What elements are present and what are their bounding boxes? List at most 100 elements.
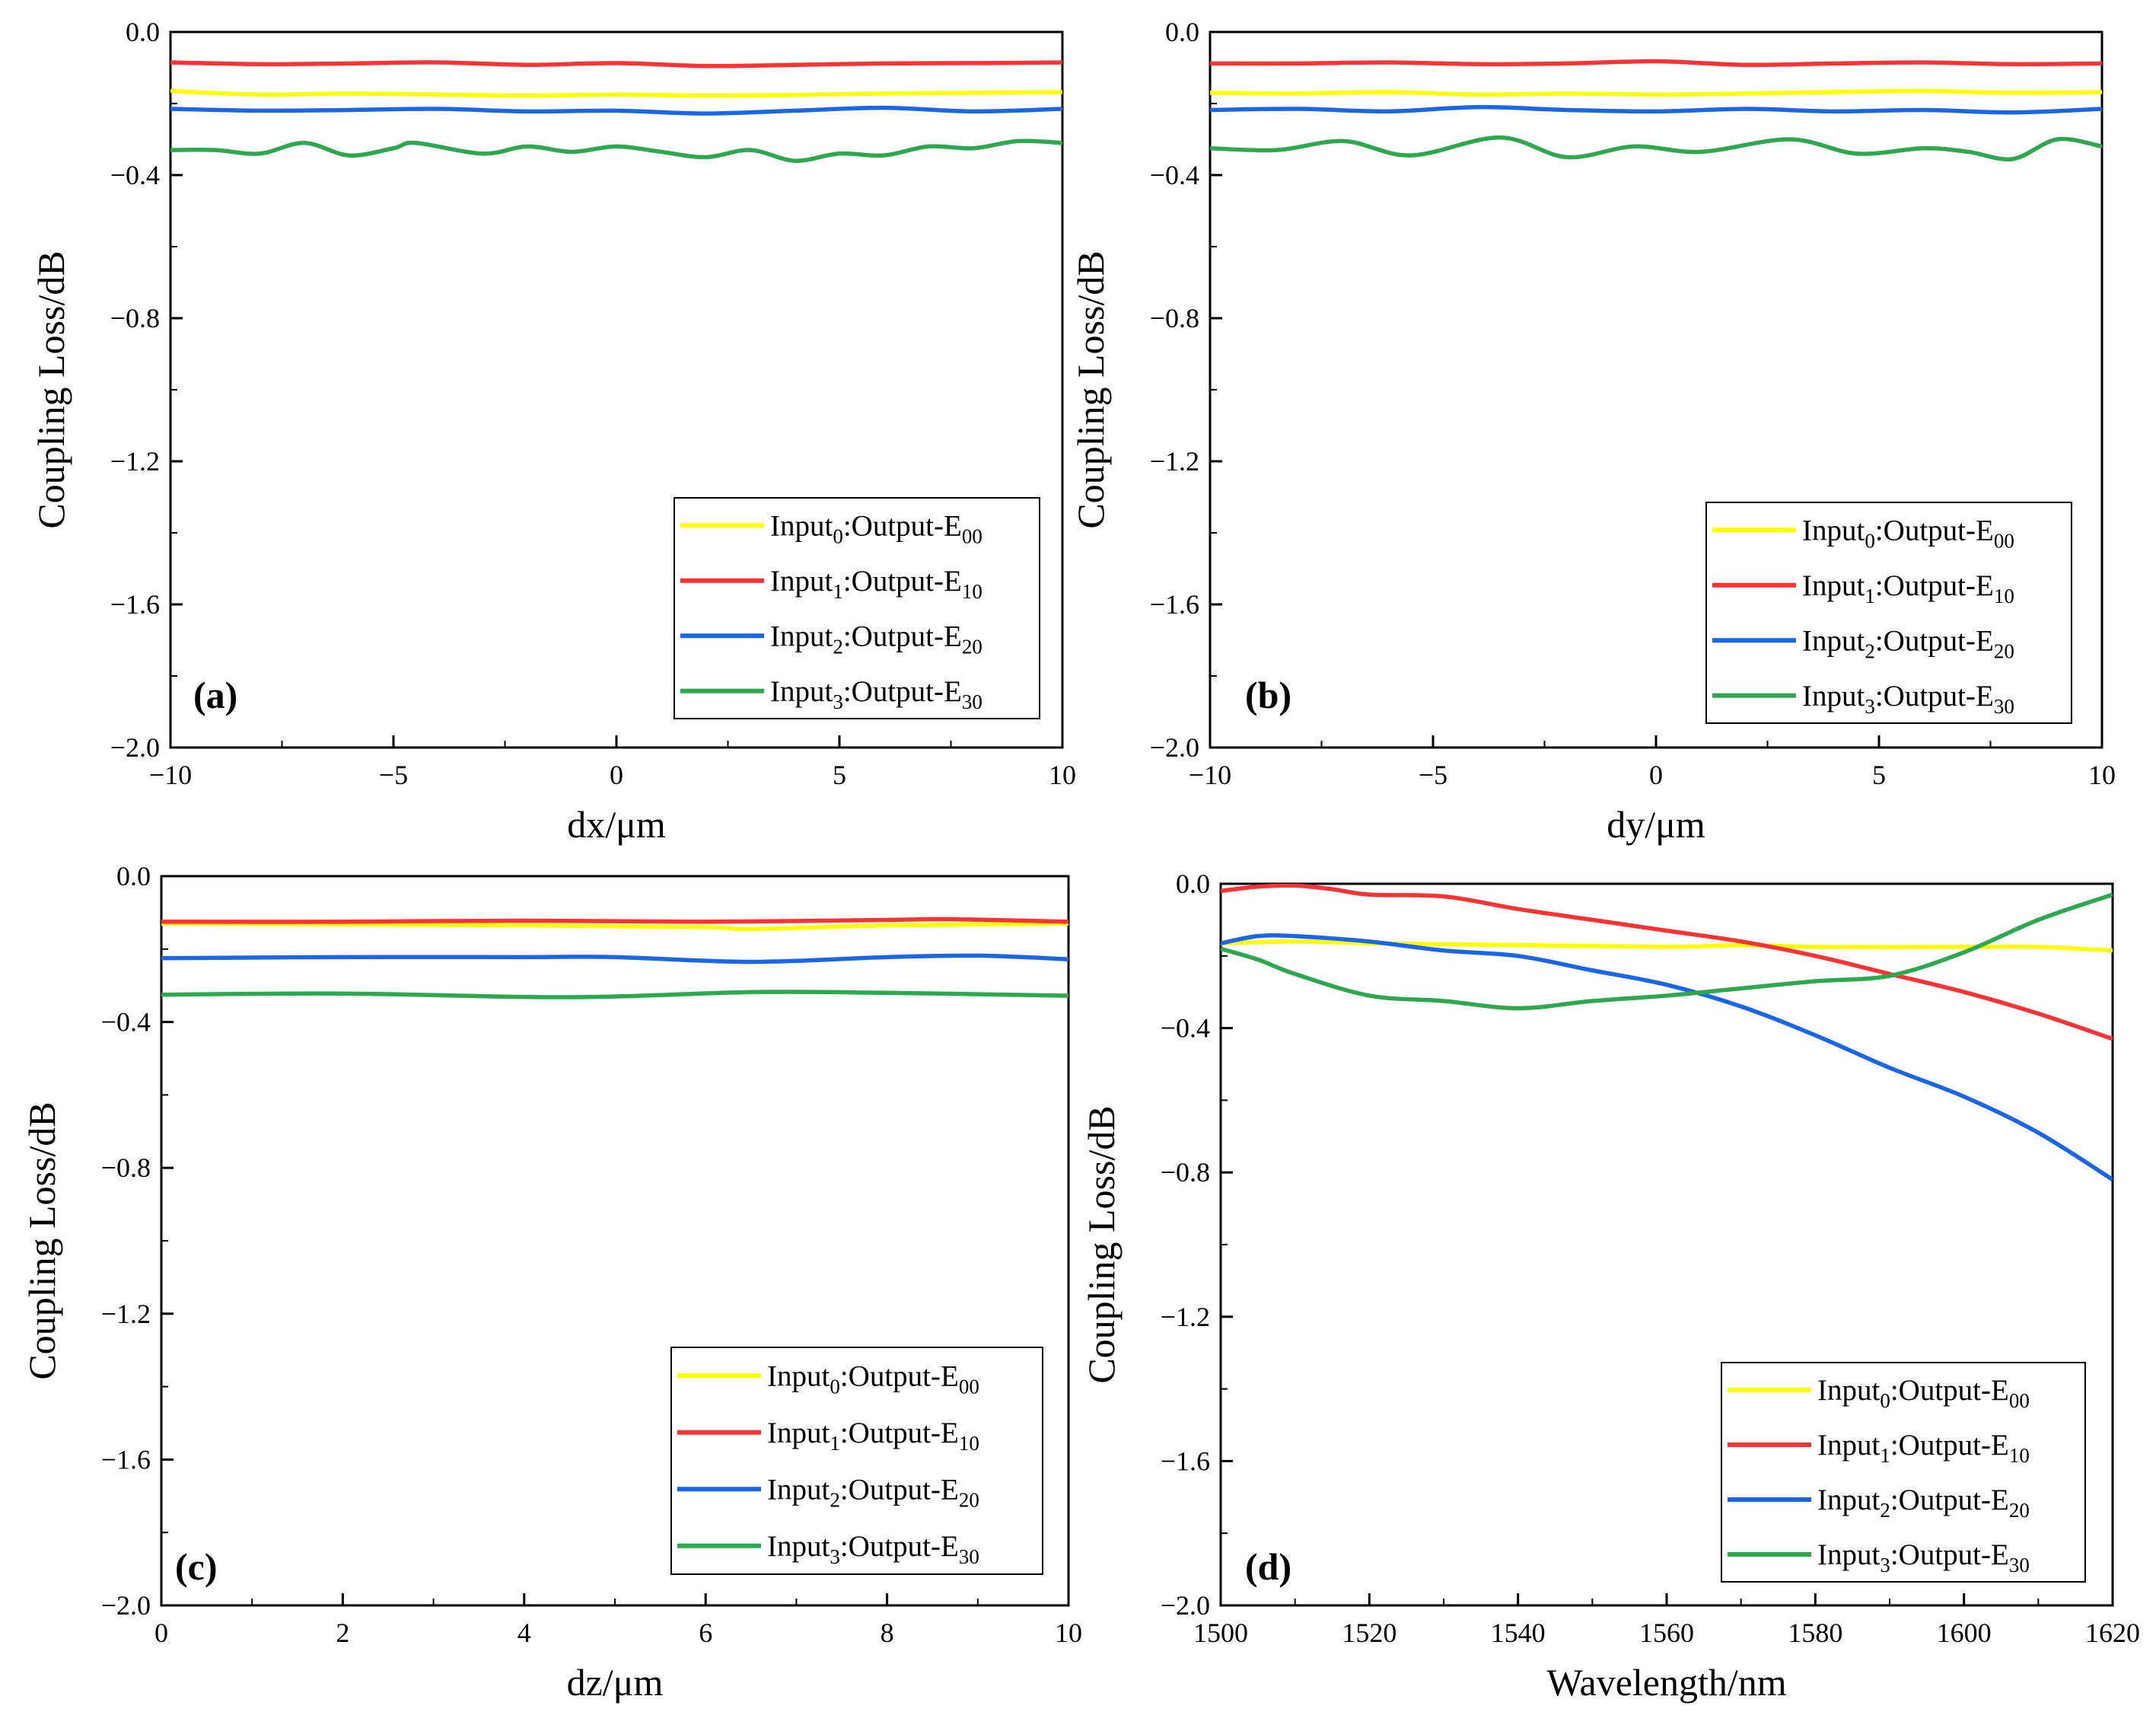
series-group	[1221, 884, 2113, 1182]
x-tick-label: 1500	[1193, 1618, 1248, 1648]
y-tick-label: 0.0	[1176, 869, 1210, 899]
series-line-2	[170, 105, 1062, 116]
y-tick-label: −2.0	[1161, 1590, 1210, 1621]
series-line-3	[1221, 892, 2113, 1011]
legend-box	[674, 497, 1040, 719]
y-tick-label: −2.0	[1150, 732, 1199, 763]
series-line-1	[1221, 884, 2113, 1041]
y-tick-label: −1.6	[110, 589, 160, 620]
y-tick-label: −0.4	[110, 160, 160, 190]
y-tick-label: −0.8	[1161, 1157, 1210, 1187]
x-tick-label: 1560	[1639, 1618, 1694, 1648]
series-line-1	[170, 60, 1062, 69]
x-tick-label: 5	[1872, 760, 1886, 790]
legend-entry: Input3:Output-E30	[767, 1530, 979, 1568]
x-tick-label: −10	[1189, 760, 1231, 790]
legend-entry: Input0:Output-E00	[1817, 1374, 2030, 1412]
panel-label: (a)	[193, 674, 237, 716]
x-tick-label: 10	[1049, 760, 1076, 790]
legend-entry: Input2:Output-E20	[1817, 1484, 2030, 1522]
x-tick-label: 1540	[1491, 1618, 1546, 1648]
legend-entry: Input1:Output-E10	[767, 1417, 979, 1455]
panel-c: 0 2 4 6 8 10 0.0 −0.4 −0.8 −1.2 −1.6 −2.0 dz/μm Coupl…	[21, 861, 1082, 1704]
series-line-2	[1221, 932, 2113, 1182]
legend-box	[1705, 502, 2072, 724]
series-line-1	[1210, 59, 2102, 68]
legend: Input0:Output-E00 Input1:Output-E10 Input2…	[670, 1347, 1043, 1575]
legend-entry: Input2:Output-E20	[770, 620, 982, 658]
legend-entry: Input1:Output-E10	[770, 565, 982, 603]
series-line-2	[1210, 104, 2102, 115]
x-axis-label: dy/μm	[1607, 803, 1705, 846]
y-tick-label: −1.2	[110, 446, 160, 477]
x-tick-label: 0	[1649, 760, 1663, 790]
y-axis-label: Coupling Loss/dB	[30, 250, 72, 528]
legend-entry: Input0:Output-E00	[770, 509, 982, 547]
y-axis-label: Coupling Loss/dB	[21, 1101, 63, 1379]
panel-b: −10 −5 0 5 10 0.0 −0.4 −0.8 −1.2 −1.6 −2.0 dy/μm Cou…	[1069, 17, 2116, 846]
y-tick-label: −0.8	[110, 303, 160, 333]
panel-d: 1500 1520 1540 1560 1580 1600 1620 0.0 −0.4 −0.8 −…	[1080, 869, 2140, 1704]
panel-a: −10 −5 0 5 10 0.0 −0.4 −0.8 −1.2 −1.6 −2.0 dx/μm Cou…	[30, 17, 1076, 846]
series-line-3	[170, 139, 1062, 163]
series-line-3	[1210, 135, 2102, 162]
legend-entry: Input0:Output-E00	[1802, 514, 2014, 552]
series-group	[170, 60, 1062, 163]
series-line-0	[1210, 88, 2102, 97]
y-tick-label: −1.6	[101, 1444, 151, 1474]
x-tick-label: −10	[149, 760, 192, 790]
x-axis-label: dz/μm	[567, 1661, 664, 1704]
legend-box	[670, 1347, 1043, 1575]
legend-entry: Input2:Output-E20	[1802, 624, 2014, 662]
series-group	[1210, 59, 2102, 162]
series-line-0	[1221, 939, 2113, 953]
y-tick-label: −1.6	[1150, 589, 1199, 620]
x-tick-label: 8	[881, 1618, 894, 1648]
y-tick-label: −0.4	[1161, 1013, 1210, 1044]
series-line-1	[161, 917, 1068, 924]
y-tick-label: −0.4	[101, 1007, 151, 1038]
y-tick-label: −0.4	[1150, 160, 1199, 190]
panel-label: (b)	[1245, 674, 1291, 716]
legend-entry: Input3:Output-E30	[770, 675, 982, 713]
legend-entry: Input0:Output-E00	[767, 1360, 979, 1398]
legend: Input0:Output-E00 Input1:Output-E10 Input2…	[674, 497, 1040, 719]
legend-entry: Input1:Output-E10	[1817, 1429, 2030, 1467]
y-tick-label: 0.0	[1165, 17, 1199, 47]
x-tick-label: 2	[336, 1618, 349, 1648]
x-tick-label: −5	[1419, 760, 1447, 790]
y-tick-label: −2.0	[101, 1590, 151, 1621]
x-tick-label: 4	[518, 1618, 531, 1648]
x-tick-label: 0	[154, 1618, 168, 1648]
y-tick-label: −0.8	[101, 1152, 151, 1183]
legend-entry: Input2:Output-E20	[767, 1473, 979, 1511]
x-tick-label: 6	[699, 1618, 712, 1648]
x-tick-label: 0	[610, 760, 623, 790]
x-axis-label: Wavelength/nm	[1546, 1661, 1786, 1704]
y-tick-label: −1.2	[101, 1299, 151, 1329]
x-tick-label: 1620	[2085, 1618, 2140, 1648]
panel-label: (d)	[1245, 1545, 1291, 1588]
x-axis-label: dx/μm	[567, 803, 666, 846]
legend-entry: Input3:Output-E30	[1802, 680, 2014, 718]
x-tick-label: 10	[1055, 1618, 1082, 1648]
legend: Input0:Output-E00 Input1:Output-E10 Input2…	[1705, 502, 2072, 724]
legend-entry: Input3:Output-E30	[1817, 1538, 2030, 1576]
y-tick-label: −1.6	[1161, 1446, 1210, 1476]
y-tick-label: −2.0	[110, 732, 160, 763]
x-tick-label: 1580	[1788, 1618, 1842, 1648]
x-tick-label: 1600	[1937, 1618, 1992, 1648]
y-tick-label: −1.2	[1161, 1302, 1210, 1332]
y-tick-label: 0.0	[126, 17, 160, 47]
legend-entry: Input1:Output-E10	[1802, 569, 2014, 607]
series-group	[161, 917, 1068, 999]
legend: Input0:Output-E00 Input1:Output-E10 Input2…	[1721, 1362, 2086, 1583]
y-tick-label: −0.8	[1150, 303, 1199, 333]
y-axis-label: Coupling Loss/dB	[1080, 1105, 1123, 1383]
x-tick-label: −5	[379, 760, 408, 790]
legend-box	[1721, 1362, 2086, 1583]
y-tick-label: 0.0	[116, 861, 151, 891]
series-line-2	[161, 953, 1068, 964]
x-tick-label: 10	[2088, 760, 2116, 790]
